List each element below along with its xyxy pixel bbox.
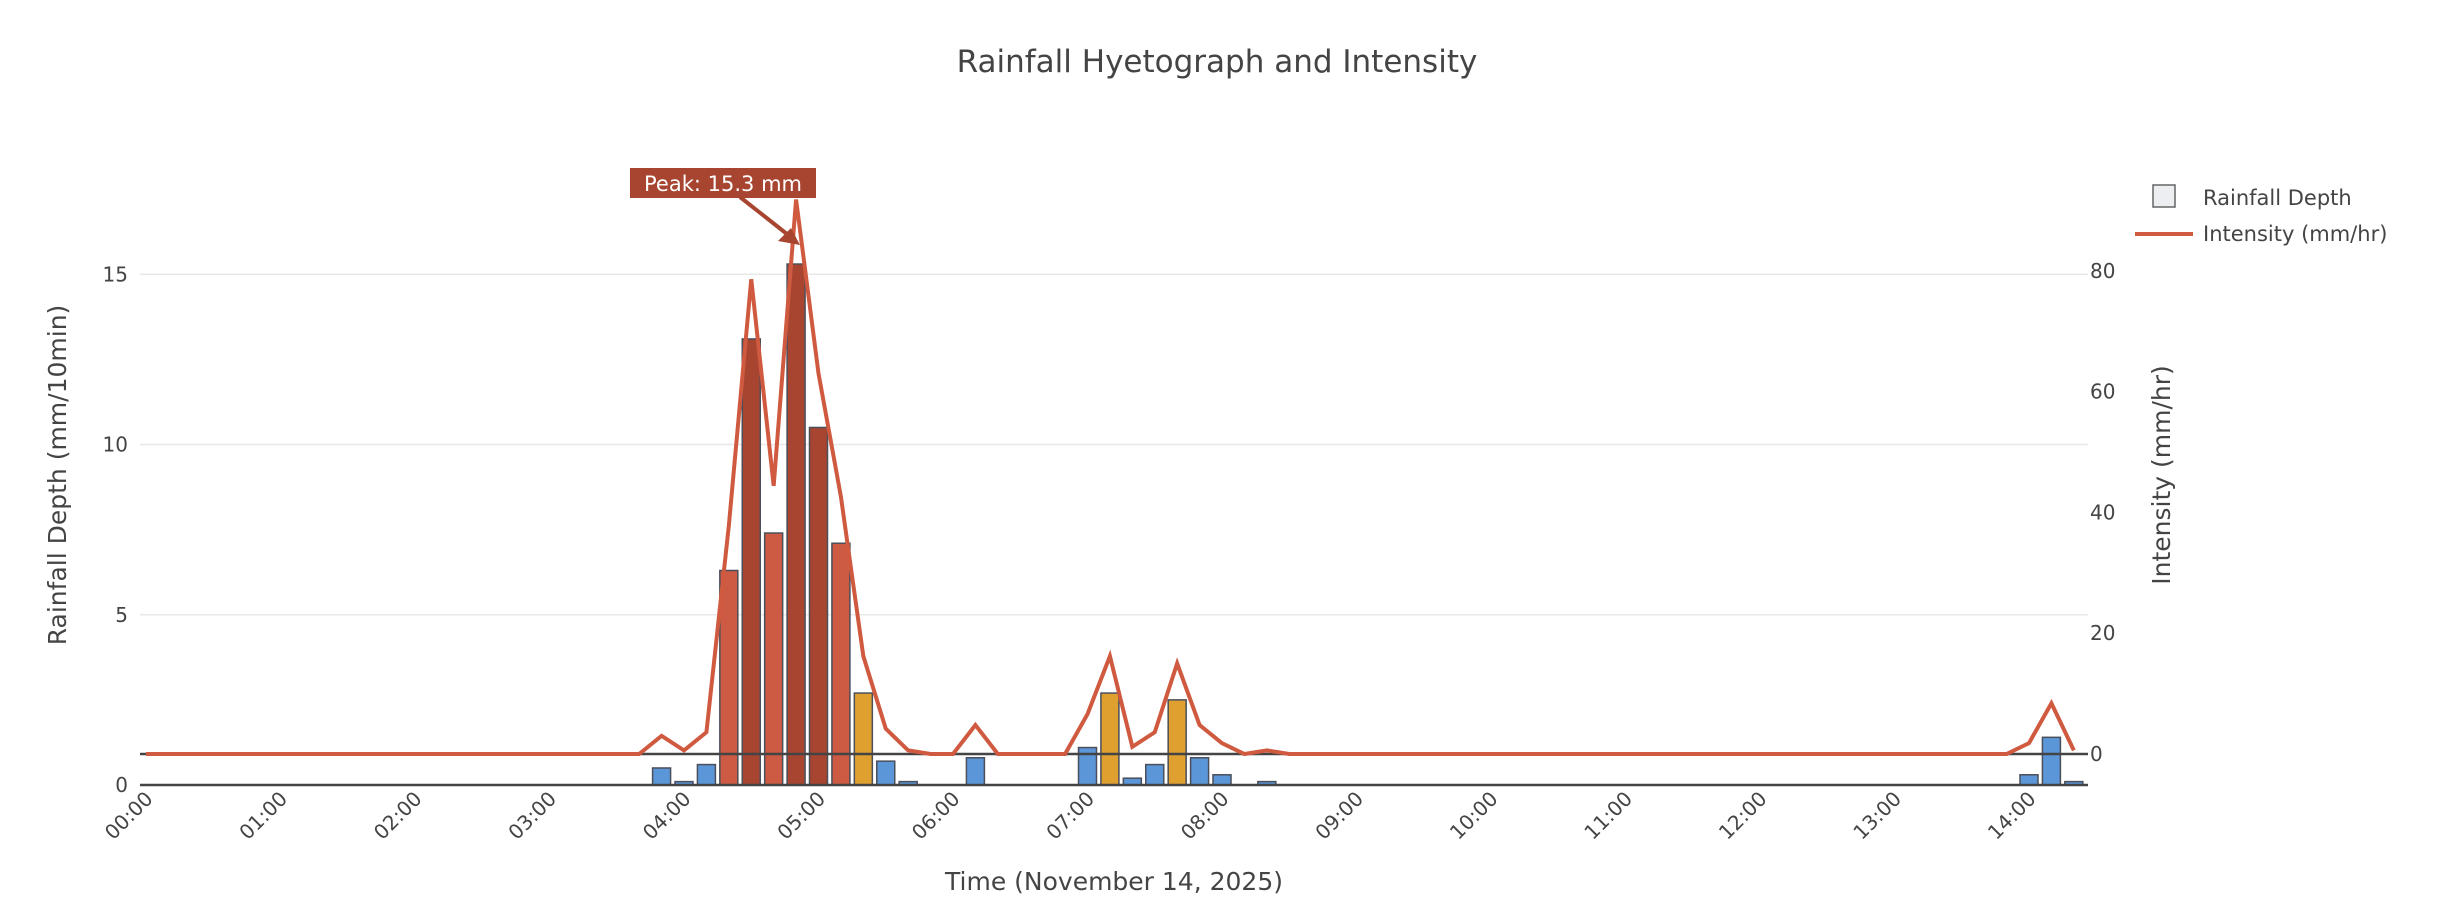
bars [651, 263, 2084, 786]
x-tick-label: 02:00 [369, 787, 427, 845]
bar [763, 532, 784, 786]
x-tick-label: 07:00 [1041, 787, 1099, 845]
x-tick-label: 12:00 [1714, 787, 1772, 845]
legend-item-intensity[interactable]: Intensity (mm/hr) [2135, 222, 2387, 246]
bar [1189, 757, 1210, 786]
chart-title: Rainfall Hyetograph and Intensity [957, 44, 1478, 80]
annotation: Peak: 15.3 mm [630, 168, 816, 245]
x-tick-label: 05:00 [772, 787, 830, 845]
x-tick-label: 13:00 [1848, 787, 1906, 845]
x-tick-label: 10:00 [1445, 787, 1503, 845]
legend: Rainfall Depth Intensity (mm/hr) [2135, 184, 2387, 246]
legend-item-rainfall-depth[interactable]: Rainfall Depth [2152, 184, 2352, 210]
bar [696, 763, 717, 786]
x-tick-label: 11:00 [1579, 787, 1637, 845]
y-axis-left: 0 5 10 15 [103, 262, 128, 797]
y2-tick-label: 40 [2090, 500, 2115, 524]
gridlines [140, 273, 2088, 616]
bar [651, 767, 672, 786]
x-tick-label: 08:00 [1176, 787, 1234, 845]
y-tick-label: 15 [103, 262, 128, 286]
annotation-box [630, 168, 816, 198]
y-tick-label: 0 [115, 773, 128, 797]
x-tick-label: 06:00 [907, 787, 965, 845]
legend-label: Rainfall Depth [2203, 186, 2352, 210]
y-axis-right: 0 20 40 60 80 [2090, 259, 2115, 766]
y2-tick-label: 0 [2090, 742, 2103, 766]
x-tick-label: 03:00 [503, 787, 561, 845]
y-tick-label: 10 [103, 433, 128, 457]
bar [741, 338, 761, 786]
x-axis-title: Time (November 14, 2025) [944, 867, 1283, 896]
bar [1100, 692, 1120, 786]
x-tick-label: 14:00 [1983, 787, 2041, 845]
annotation-arrowhead [778, 228, 800, 245]
annotation-arrow [738, 195, 794, 240]
legend-swatch-bar [2152, 184, 2176, 208]
y-axis-title: Rainfall Depth (mm/10min) [43, 305, 72, 646]
bar [2019, 774, 2039, 786]
x-tick-label: 01:00 [234, 787, 292, 845]
bar [831, 542, 851, 786]
bar [876, 760, 896, 786]
y2-axis-title: Intensity (mm/hr) [2147, 365, 2176, 585]
y2-tick-label: 20 [2090, 621, 2115, 645]
x-axis: 00:00 01:00 02:00 03:00 04:00 05:00 06:00 07:00… [100, 787, 2041, 845]
y-tick-label: 5 [115, 603, 128, 627]
bar [1145, 763, 1165, 786]
bar [786, 263, 806, 786]
bar [2041, 736, 2062, 786]
annotation-text: Peak: 15.3 mm [644, 172, 802, 196]
x-tick-label: 04:00 [638, 787, 696, 845]
bar [1212, 774, 1232, 786]
legend-label: Intensity (mm/hr) [2203, 222, 2387, 246]
bar [1167, 699, 1187, 786]
bar [853, 692, 874, 786]
y2-tick-label: 80 [2090, 259, 2115, 283]
bar [965, 757, 986, 786]
intensity-line [146, 199, 2076, 757]
x-tick-label: 09:00 [1310, 787, 1368, 845]
intensity-line-group [146, 199, 2076, 757]
y2-tick-label: 60 [2090, 380, 2115, 404]
bar [808, 426, 829, 786]
x-tick-label: 00:00 [100, 787, 158, 845]
